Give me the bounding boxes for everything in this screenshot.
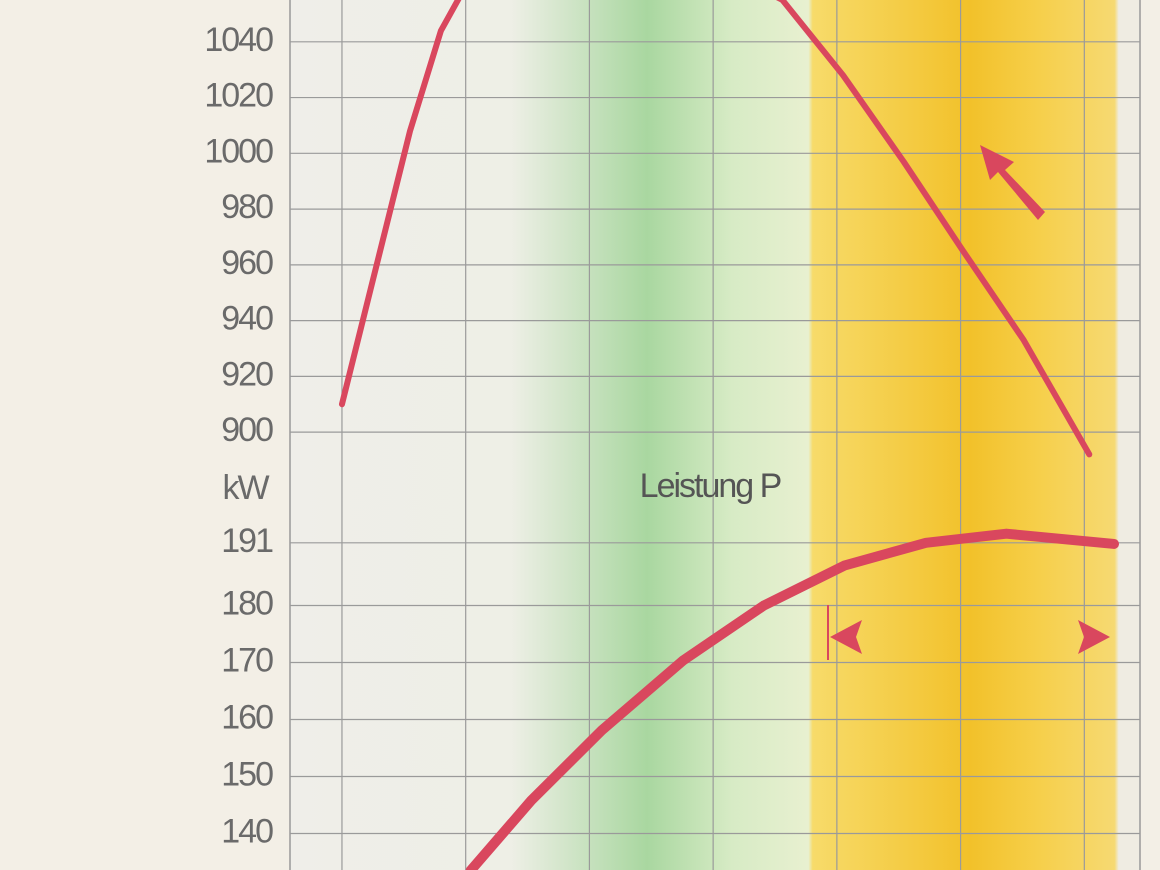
- line: [465, 528, 1120, 870]
- y-tick-label: 191: [221, 522, 273, 560]
- plot-background: [290, 0, 1140, 870]
- y-tick-label: 160: [221, 698, 273, 736]
- series: [338, 0, 1093, 458]
- arrow: [980, 145, 1045, 220]
- y-tick-label: 920: [221, 355, 273, 393]
- y-tick-label: 1020: [204, 77, 273, 115]
- y-tick-label: 1040: [204, 21, 273, 59]
- y-tick-label: 940: [221, 300, 273, 338]
- y-tick-label: 180: [221, 584, 273, 622]
- y-tick-label: 980: [221, 188, 273, 226]
- series: [465, 528, 1120, 870]
- y-tick-label: 170: [221, 641, 273, 679]
- y-tick-label: 150: [221, 755, 273, 793]
- y-tick-label: 140: [221, 812, 273, 850]
- y-tick-label: 1000: [204, 132, 273, 170]
- y-tick-label: 900: [221, 411, 273, 449]
- layer: [290, 0, 1140, 870]
- annotation: Leistung P: [640, 467, 781, 505]
- range-marker: [830, 620, 862, 654]
- range-marker: [1078, 620, 1110, 654]
- line: [338, 0, 1093, 458]
- y-axis-label: kW: [222, 469, 269, 507]
- y-tick-label: 960: [221, 244, 273, 282]
